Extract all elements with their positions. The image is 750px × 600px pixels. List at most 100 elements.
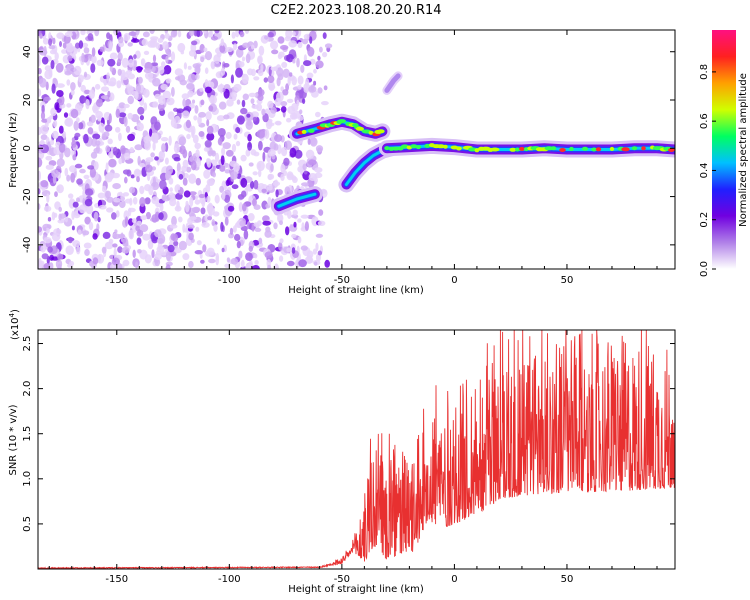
noise-speck: [130, 174, 135, 179]
noise-speck: [315, 242, 319, 252]
noise-speck: [176, 162, 181, 173]
noise-speck: [291, 247, 296, 254]
noise-speck: [221, 247, 225, 253]
noise-speck: [158, 95, 166, 106]
noise-speck: [40, 180, 49, 188]
noise-speck: [273, 66, 278, 72]
noise-speck: [285, 30, 293, 39]
noise-speck: [264, 129, 270, 140]
noise-speck: [297, 218, 302, 223]
noise-speck: [235, 140, 241, 147]
noise-speck: [58, 213, 62, 221]
noise-speck: [263, 77, 268, 83]
noise-speck: [231, 31, 236, 39]
noise-speck: [76, 197, 80, 203]
noise-speck: [128, 31, 137, 37]
noise-speck: [298, 259, 307, 268]
noise-speck: [112, 183, 121, 190]
noise-speck: [264, 251, 273, 259]
noise-speck: [83, 174, 90, 180]
track-hotspot: [515, 147, 520, 152]
noise-speck: [109, 41, 113, 52]
noise-speck: [239, 31, 245, 38]
noise-speck: [165, 250, 172, 262]
snr-y-ticks: 0.5 1.0 1.5 2.0 2.5: [22, 336, 675, 532]
noise-speck: [273, 263, 279, 269]
noise-speck: [246, 113, 251, 118]
noise-speck: [38, 49, 48, 56]
noise-speck: [74, 163, 83, 169]
noise-speck: [112, 233, 121, 240]
track-hotspot: [368, 130, 374, 135]
noise-speck: [235, 30, 240, 38]
noise-speck: [114, 30, 121, 33]
noise-speck: [104, 173, 113, 183]
noise-speck: [68, 260, 75, 267]
noise-speck: [309, 137, 318, 147]
noise-speck: [315, 111, 321, 118]
noise-speck: [151, 166, 157, 171]
noise-speck: [151, 196, 160, 205]
noise-speck: [38, 67, 42, 75]
noise-speck: [150, 36, 159, 41]
noise-speck: [88, 89, 95, 99]
noise-speck: [234, 233, 241, 242]
noise-speck: [173, 143, 180, 154]
noise-speck: [158, 150, 166, 160]
noise-speck: [231, 91, 238, 99]
noise-speck: [141, 38, 148, 46]
noise-speck: [140, 215, 148, 221]
noise-speck: [203, 30, 207, 34]
noise-speck: [313, 80, 317, 86]
noise-speck: [96, 59, 104, 66]
noise-speck: [147, 239, 154, 250]
noise-speck: [189, 155, 197, 163]
signal-track-main-track: [378, 137, 675, 158]
noise-speck: [70, 82, 76, 91]
noise-speck: [164, 157, 169, 165]
noise-speck: [319, 46, 323, 53]
noise-speck: [124, 176, 128, 184]
noise-speck: [191, 125, 196, 136]
noise-speck: [139, 162, 146, 168]
noise-speck: [305, 149, 315, 159]
noise-speck: [230, 171, 238, 180]
noise-speck: [122, 169, 130, 175]
noise-speck: [115, 210, 120, 218]
noise-speck: [203, 169, 211, 179]
noise-speck: [112, 197, 121, 203]
noise-speck: [55, 62, 64, 73]
noise-speck: [224, 169, 231, 174]
noise-speck: [270, 107, 277, 114]
y-tick-label: 20: [22, 94, 33, 107]
snr-frame: [37, 329, 676, 570]
colorbar-tick-label: 0.0: [699, 261, 710, 277]
noise-speck: [147, 40, 156, 48]
noise-speck: [286, 54, 294, 63]
noise-speck: [317, 87, 323, 94]
noise-speck: [144, 254, 152, 264]
noise-speck: [233, 83, 242, 92]
noise-speck: [192, 206, 201, 213]
noise-speck: [206, 125, 214, 135]
noise-speck: [159, 203, 164, 212]
noise-speck: [148, 185, 154, 196]
noise-speck: [230, 74, 234, 84]
noise-speck: [167, 52, 172, 58]
noise-speck: [118, 36, 124, 44]
noise-speck: [72, 201, 79, 208]
noise-speck: [214, 30, 220, 34]
noise-speck: [253, 76, 260, 81]
y-tick-label: 0.5: [22, 516, 33, 532]
noise-speck: [324, 43, 333, 49]
track-body: [384, 73, 401, 93]
noise-speck: [186, 133, 191, 140]
noise-speck: [288, 40, 298, 48]
noise-speck: [188, 232, 194, 241]
noise-speck: [134, 66, 144, 71]
noise-speck: [48, 38, 53, 46]
noise-speck: [122, 259, 130, 267]
noise-speck: [186, 166, 192, 173]
noise-speck: [286, 260, 295, 267]
noise-speck: [151, 249, 155, 259]
